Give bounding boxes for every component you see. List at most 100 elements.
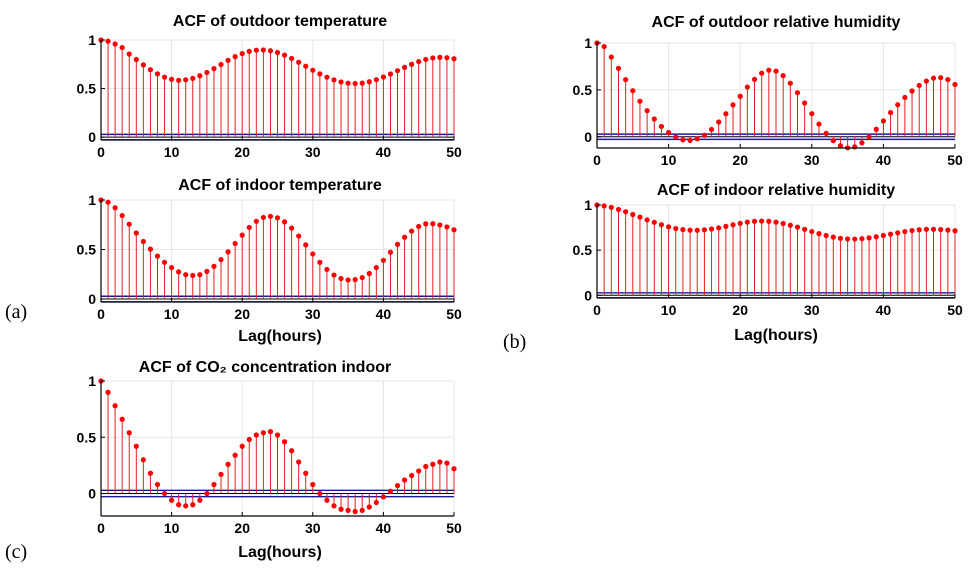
stem-marker — [887, 231, 894, 237]
stem-marker — [823, 232, 829, 239]
y-tick-label: 0.5 — [77, 81, 97, 97]
stem-marker — [787, 222, 793, 228]
stem-marker — [204, 268, 210, 274]
stem-marker — [637, 98, 643, 104]
stem-marker — [119, 416, 125, 422]
stem-marker — [658, 222, 665, 228]
stem-marker — [274, 432, 281, 438]
stem-marker — [887, 109, 894, 116]
stem-marker — [147, 470, 154, 476]
stem-marker — [816, 121, 822, 127]
x-tick-label: 0 — [593, 152, 601, 168]
stem-marker — [303, 63, 309, 69]
stem-marker — [766, 67, 772, 73]
stem-marker — [751, 218, 758, 224]
stem-marker — [267, 48, 274, 54]
stem-marker — [225, 249, 231, 255]
stem-marker — [916, 82, 922, 89]
stem-marker — [902, 228, 908, 235]
stem-marker — [845, 236, 851, 242]
stem-marker — [866, 235, 872, 241]
stem-marker — [183, 272, 189, 278]
x-tick-label: 0 — [97, 144, 105, 160]
stem-marker — [324, 74, 330, 80]
stem-marker — [852, 236, 858, 242]
stem-marker — [218, 471, 224, 477]
stem-marker — [401, 477, 408, 483]
stem-marker — [451, 466, 457, 472]
stem-marker — [666, 129, 672, 136]
stem-marker — [430, 461, 436, 467]
stem-marker — [317, 490, 323, 497]
stem-marker — [338, 79, 344, 85]
stem-marker — [197, 272, 203, 278]
stem-marker — [916, 227, 922, 233]
stem-marker — [744, 219, 750, 225]
stem-marker — [183, 503, 189, 509]
stem-marker — [352, 277, 358, 283]
y-tick-label: 1 — [88, 32, 96, 48]
stem-marker — [232, 240, 238, 247]
stem-marker — [119, 44, 125, 51]
stem-marker — [253, 432, 259, 438]
stem-marker — [204, 490, 210, 497]
stem-marker — [211, 481, 217, 488]
y-tick-label: 1 — [584, 35, 592, 51]
stem-marker — [169, 76, 175, 82]
stem-marker — [289, 448, 295, 454]
stem-marker — [680, 137, 686, 143]
stem-marker — [345, 507, 351, 513]
chart-outdoor-relative-humidity: 0 10 20 30 40 50 0 0.5 1 ACF of outdoor relative … — [573, 14, 963, 168]
chart-title: ACF of outdoor temperature — [173, 13, 387, 30]
stem-marker — [938, 226, 944, 233]
stem-marker — [673, 134, 679, 140]
stem-marker — [183, 77, 189, 83]
stem-marker — [324, 266, 330, 273]
stem-marker — [169, 497, 175, 503]
x-axis-label: Lag(hours) — [238, 544, 322, 561]
stem-marker — [759, 218, 765, 224]
stem-marker — [666, 224, 672, 230]
stem-marker — [794, 90, 801, 96]
stem-marker — [780, 73, 786, 79]
stem-marker — [859, 140, 865, 146]
chart-title: ACF of outdoor relative humidity — [652, 14, 901, 31]
stem-marker — [289, 225, 295, 231]
x-tick-label: 10 — [164, 520, 180, 536]
stem-marker — [437, 222, 443, 228]
x-tick-label: 50 — [947, 302, 963, 318]
stem-marker — [387, 488, 394, 494]
stem-marker — [112, 205, 118, 211]
stem-marker — [902, 94, 908, 101]
x-tick-label: 10 — [661, 302, 677, 318]
stem-marker — [373, 499, 379, 506]
stem-marker — [837, 143, 844, 149]
stem-marker — [608, 204, 614, 210]
stem-marker — [737, 93, 743, 99]
stem-marker — [615, 65, 622, 71]
stem-marker — [673, 225, 679, 232]
stem-marker — [352, 508, 358, 515]
stem-marker — [708, 226, 715, 232]
stem-marker — [630, 211, 636, 218]
stem-marker — [380, 257, 386, 263]
stem-marker — [701, 132, 708, 138]
x-tick-label: 50 — [446, 144, 462, 160]
stem-marker — [416, 468, 422, 474]
stem-marker — [394, 68, 401, 74]
stem-marker — [317, 259, 323, 265]
x-tick-label: 50 — [947, 152, 963, 168]
stem-marker — [112, 41, 118, 47]
stem-marker — [225, 57, 231, 63]
y-tick-label: 1 — [584, 197, 592, 213]
stem-marker — [802, 100, 808, 106]
stem-marker — [637, 214, 643, 220]
x-tick-label: 30 — [305, 520, 321, 536]
x-tick-label: 40 — [876, 302, 892, 318]
stem-marker — [190, 502, 196, 508]
y-tick-label: 1 — [88, 373, 96, 389]
stem-marker — [246, 224, 252, 231]
stem-marker — [289, 55, 295, 62]
x-tick-label: 40 — [876, 152, 892, 168]
x-tick-label: 0 — [97, 520, 105, 536]
